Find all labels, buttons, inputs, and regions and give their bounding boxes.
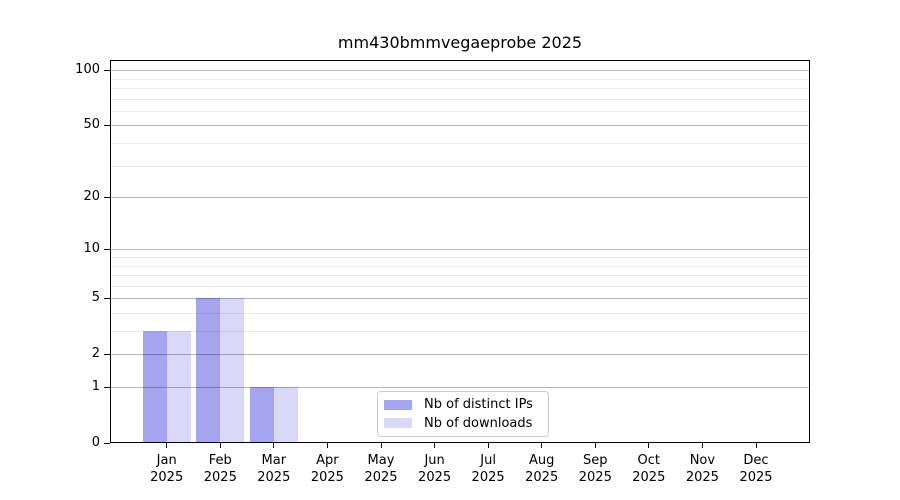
y-tick-label-0: 0 [91,435,100,450]
year-label: 2025 [203,470,237,485]
year-label: 2025 [418,470,452,485]
x-tick-label-jan: Jan 2025 [136,452,198,486]
x-tick-nov [701,443,703,448]
x-tick-mar [273,443,275,448]
y-minor-gridline-40 [110,142,810,144]
y-tick-20 [104,197,110,198]
bar-jan-downloads [166,331,191,443]
y-tick-label-20: 20 [83,189,100,204]
month-label: Aug [528,453,555,468]
x-tick-may [380,443,382,448]
month-label: Nov [689,453,716,468]
y-tick-0 [104,443,110,444]
x-tick-label-jun: Jun 2025 [404,452,466,486]
month-label: Jun [424,453,445,468]
x-tick-aug [541,443,543,448]
year-label: 2025 [632,470,666,485]
y-minor-gridline-9 [110,257,810,258]
y-minor-gridline-90 [110,78,810,80]
y-minor-gridline-8 [110,265,810,267]
legend-swatch [384,418,412,429]
x-tick-label-nov: Nov 2025 [671,452,733,486]
year-label: 2025 [364,470,398,485]
legend-label: Nb of downloads [424,415,533,431]
y-minor-gridline-80 [110,87,810,89]
legend: Nb of distinct IPs Nb of downloads [377,391,549,437]
y-tick-10 [104,249,110,251]
y-tick-label-10: 10 [83,241,100,257]
y-gridline-20 [110,197,810,198]
x-tick-dec [755,443,757,448]
legend-swatch [384,399,412,410]
y-minor-gridline-3 [110,331,810,332]
y-gridline-100 [110,70,810,72]
x-tick-oct [648,443,650,448]
x-tick-label-oct: Oct 2025 [618,452,680,486]
year-label: 2025 [685,470,719,485]
y-gridline-2 [110,354,810,356]
year-label: 2025 [739,470,773,485]
x-tick-label-may: May 2025 [350,452,412,486]
bar-jan-ips [142,331,167,443]
y-gridline-50 [110,125,810,127]
x-tick-label-aug: Aug 2025 [511,452,573,486]
y-minor-gridline-7 [110,275,810,276]
y-tick-50 [104,125,110,127]
x-tick-feb [219,443,221,448]
year-label: 2025 [150,470,184,485]
month-label: Jan [156,453,177,468]
bar-mar-downloads [273,387,298,443]
bar-feb-downloads [220,298,245,443]
x-tick-label-sep: Sep 2025 [564,452,626,486]
y-minor-gridline-70 [110,98,810,100]
month-label: Oct [637,453,661,468]
month-label: Mar [261,453,287,468]
legend-label: Nb of distinct IPs [424,397,533,413]
y-tick-label-2: 2 [91,346,100,362]
x-tick-jan [166,443,168,448]
year-label: 2025 [578,470,612,485]
x-tick-label-apr: Apr 2025 [296,452,358,486]
y-tick-label-5: 5 [91,290,100,306]
y-minor-gridline-30 [110,165,810,167]
y-tick-5 [104,298,110,300]
y-minor-gridline-60 [110,110,810,112]
y-minor-gridline-4 [110,313,810,314]
month-label: Apr [316,453,339,468]
plot-area [110,60,810,443]
x-tick-sep [594,443,596,448]
month-label: Sep [583,453,608,468]
y-tick-100 [104,70,110,72]
month-label: Feb [208,453,232,468]
y-tick-label-100: 100 [75,62,100,78]
year-label: 2025 [471,470,505,485]
y-tick-2 [104,354,110,356]
legend-item-downloads: Nb of downloads [384,415,542,432]
x-tick-jul [487,443,489,448]
x-tick-jun [434,443,436,448]
month-label: Jul [480,453,496,468]
bar-feb-ips [196,298,221,443]
x-tick-label-dec: Dec 2025 [725,452,787,486]
legend-item-distinct-ips: Nb of distinct IPs [384,396,542,413]
y-tick-label-1: 1 [91,379,100,394]
year-label: 2025 [525,470,559,485]
year-label: 2025 [257,470,291,485]
month-label: Dec [743,453,769,468]
x-tick-label-feb: Feb 2025 [189,452,251,486]
x-tick-label-jul: Jul 2025 [457,452,519,486]
y-tick-label-50: 50 [83,117,100,133]
y-gridline-1 [110,387,810,388]
month-label: May [367,453,395,468]
x-tick-label-mar: Mar 2025 [243,452,305,486]
year-label: 2025 [310,470,344,485]
y-minor-gridline-6 [110,285,810,287]
y-gridline-5 [110,298,810,300]
bar-mar-ips [249,387,274,443]
chart-title: mm430bmmvegaeprobe 2025 [337,33,583,52]
x-tick-apr [326,443,328,448]
y-tick-1 [104,387,110,388]
y-gridline-10 [110,249,810,251]
